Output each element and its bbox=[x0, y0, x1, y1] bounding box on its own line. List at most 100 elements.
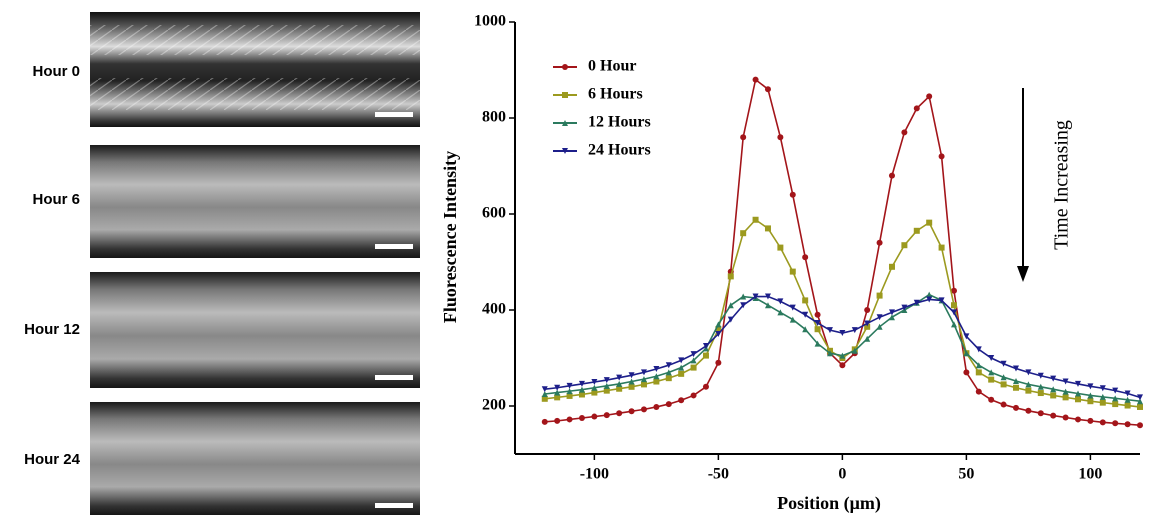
data-point bbox=[665, 401, 672, 408]
data-point bbox=[963, 369, 970, 376]
data-point bbox=[554, 394, 561, 401]
data-point bbox=[715, 359, 722, 366]
data-point bbox=[690, 364, 697, 371]
data-point bbox=[864, 320, 871, 327]
data-point bbox=[1012, 378, 1019, 385]
data-point bbox=[814, 326, 821, 333]
data-point bbox=[603, 377, 610, 384]
data-point bbox=[702, 343, 709, 349]
data-point bbox=[950, 287, 957, 294]
legend-marker bbox=[562, 120, 568, 126]
data-point bbox=[1074, 380, 1081, 387]
data-point bbox=[640, 376, 647, 383]
data-point bbox=[1062, 414, 1069, 421]
data-point bbox=[1012, 384, 1019, 391]
data-point bbox=[566, 382, 573, 389]
data-point bbox=[764, 302, 771, 309]
data-point bbox=[628, 383, 635, 390]
legend-marker bbox=[562, 64, 568, 70]
data-point bbox=[777, 309, 784, 316]
data-point bbox=[876, 292, 883, 299]
data-point bbox=[616, 374, 623, 381]
data-point bbox=[653, 373, 660, 380]
data-point bbox=[727, 302, 734, 309]
data-point bbox=[665, 375, 672, 382]
data-point bbox=[678, 364, 685, 371]
data-point bbox=[789, 268, 796, 275]
data-point bbox=[1037, 372, 1044, 379]
data-point bbox=[1062, 394, 1069, 401]
data-point bbox=[789, 316, 796, 323]
data-point bbox=[950, 302, 957, 309]
data-point bbox=[715, 321, 722, 328]
y-tick-label: 200 bbox=[482, 397, 506, 414]
data-point bbox=[1124, 421, 1131, 428]
data-point bbox=[603, 387, 610, 394]
data-point bbox=[628, 408, 635, 415]
data-point bbox=[1137, 422, 1143, 429]
data-point bbox=[1112, 387, 1119, 394]
annotation: Time Increasing bbox=[1051, 120, 1073, 250]
data-point bbox=[740, 230, 747, 237]
data-point bbox=[1050, 412, 1057, 419]
data-point bbox=[975, 388, 982, 395]
data-point bbox=[901, 304, 908, 311]
x-tick-label: -50 bbox=[708, 466, 729, 483]
data-point bbox=[1087, 392, 1094, 399]
data-point bbox=[975, 346, 982, 353]
data-point bbox=[1124, 390, 1131, 397]
x-tick-label: 50 bbox=[958, 466, 974, 483]
data-point bbox=[1037, 383, 1044, 390]
data-point bbox=[777, 134, 784, 141]
data-point bbox=[1112, 401, 1119, 408]
y-axis-label: Fluorescence Intensity bbox=[440, 151, 460, 323]
x-tick-label: 0 bbox=[838, 466, 846, 483]
data-point bbox=[1062, 388, 1069, 395]
data-point bbox=[777, 244, 784, 251]
data-point bbox=[541, 418, 548, 425]
data-point bbox=[1074, 396, 1081, 403]
data-point bbox=[1000, 374, 1007, 381]
data-point bbox=[628, 378, 635, 385]
data-point bbox=[678, 370, 685, 377]
data-point bbox=[839, 330, 846, 337]
data-point bbox=[678, 397, 685, 404]
data-point bbox=[541, 386, 548, 393]
data-point bbox=[702, 383, 709, 390]
data-point bbox=[1137, 403, 1143, 410]
data-point bbox=[802, 311, 809, 318]
data-point bbox=[752, 216, 759, 223]
data-point bbox=[752, 293, 759, 300]
data-point bbox=[578, 415, 585, 421]
data-point bbox=[554, 389, 561, 396]
data-point bbox=[950, 321, 957, 328]
data-point bbox=[566, 392, 573, 399]
data-point bbox=[988, 376, 995, 383]
data-point bbox=[802, 254, 809, 261]
data-point bbox=[1062, 378, 1069, 385]
data-point bbox=[554, 417, 561, 424]
data-point bbox=[876, 239, 883, 246]
data-point bbox=[591, 413, 598, 420]
micrograph bbox=[90, 145, 420, 258]
data-point bbox=[591, 384, 598, 391]
x-tick-label: 100 bbox=[1078, 466, 1102, 483]
data-point bbox=[715, 331, 722, 337]
data-point bbox=[802, 297, 809, 304]
legend-label: 12 Hours bbox=[588, 114, 651, 131]
data-point bbox=[690, 357, 697, 364]
x-axis-label: Position (μm) bbox=[777, 493, 881, 514]
legend-label: 6 Hours bbox=[588, 86, 643, 103]
data-point bbox=[1037, 390, 1044, 397]
data-point bbox=[616, 380, 623, 387]
data-point bbox=[975, 362, 982, 369]
data-point bbox=[839, 362, 846, 369]
data-point bbox=[603, 382, 610, 389]
data-point bbox=[938, 244, 945, 251]
data-point bbox=[826, 350, 833, 357]
data-point bbox=[640, 369, 647, 376]
data-point bbox=[1025, 387, 1032, 394]
data-point bbox=[764, 86, 771, 93]
data-point bbox=[653, 403, 660, 410]
data-point bbox=[1050, 392, 1057, 399]
